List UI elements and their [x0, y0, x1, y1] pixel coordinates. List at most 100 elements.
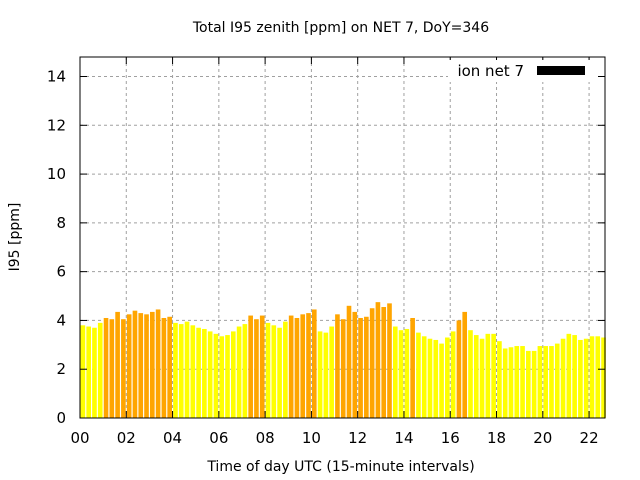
bar — [161, 317, 167, 418]
bar — [300, 314, 306, 418]
x-tick-label: 22 — [580, 429, 599, 447]
x-tick-label: 14 — [394, 429, 413, 447]
y-ticks: 0 2 4 6 8 10 12 14 — [47, 68, 605, 427]
bar — [439, 343, 444, 418]
bar — [254, 319, 259, 418]
bar — [578, 339, 583, 418]
bar — [387, 303, 392, 418]
bar — [288, 315, 294, 418]
bar — [103, 317, 109, 418]
x-tick-label: 20 — [533, 429, 552, 447]
bar — [184, 321, 190, 418]
bar — [150, 311, 155, 418]
bar — [583, 338, 589, 418]
y-tick-label: 14 — [47, 68, 66, 86]
bar — [86, 326, 91, 418]
bar — [236, 326, 242, 418]
bar — [335, 314, 340, 418]
y-tick-label: 4 — [56, 311, 66, 329]
bar — [97, 322, 103, 418]
x-tick-label: 00 — [70, 429, 89, 447]
bar — [219, 336, 225, 418]
bar — [311, 309, 317, 418]
bar — [421, 336, 427, 418]
x-tick-label: 16 — [441, 429, 460, 447]
bar — [202, 328, 207, 418]
bar — [132, 310, 138, 418]
bar — [375, 302, 381, 418]
bar — [80, 325, 86, 418]
bar — [514, 346, 520, 418]
bar — [207, 331, 213, 418]
bar — [526, 350, 531, 418]
y-tick-label: 6 — [56, 263, 66, 281]
bar — [306, 313, 311, 418]
bar — [543, 346, 549, 418]
bar — [520, 346, 525, 418]
bar — [323, 332, 329, 418]
bar — [456, 320, 462, 418]
x-tick-label: 08 — [256, 429, 275, 447]
bar — [109, 319, 115, 418]
bar — [213, 333, 219, 418]
y-axis-label: I95 [ppm] — [7, 203, 23, 272]
bar — [277, 327, 282, 418]
bar — [572, 335, 577, 418]
bar — [427, 338, 433, 418]
bar — [404, 328, 410, 418]
bar — [178, 324, 184, 418]
bar — [381, 307, 387, 418]
legend: ion net 7 — [448, 60, 598, 82]
x-tick-label: 02 — [117, 429, 136, 447]
bar — [317, 331, 323, 418]
bar — [369, 308, 375, 418]
bar — [283, 321, 288, 418]
y-tick-label: 2 — [56, 360, 66, 378]
bar — [144, 314, 149, 418]
bars — [80, 302, 606, 418]
bar — [196, 327, 201, 418]
y-tick-label: 0 — [56, 409, 66, 427]
bar — [416, 332, 421, 418]
bar — [225, 335, 230, 418]
bar — [167, 316, 172, 418]
plot-frame — [79, 56, 606, 419]
bar — [601, 337, 606, 418]
bar — [358, 317, 363, 418]
bar — [554, 343, 560, 418]
bar — [92, 327, 97, 418]
x-tick-label: 18 — [487, 429, 506, 447]
bar — [566, 333, 572, 418]
legend-swatch — [537, 66, 585, 75]
chart-title: Total I95 zenith [ppm] on NET 7, DoY=346 — [192, 20, 489, 36]
bar — [115, 311, 120, 418]
bar — [491, 333, 496, 418]
bar — [138, 313, 144, 418]
bar — [468, 330, 473, 418]
bar — [502, 348, 508, 418]
bar — [364, 316, 369, 418]
bar — [392, 326, 398, 418]
bar — [242, 324, 248, 418]
y-tick-label: 12 — [47, 116, 66, 134]
bar — [508, 347, 514, 418]
y-tick-label: 10 — [47, 165, 66, 183]
x-tick-label: 10 — [302, 429, 321, 447]
x-axis-label: Time of day UTC (15-minute intervals) — [206, 459, 474, 475]
x-tick-label: 04 — [163, 429, 182, 447]
bar — [473, 335, 479, 418]
bar — [462, 311, 468, 418]
bar — [589, 336, 595, 418]
bar — [450, 331, 456, 418]
bar — [537, 346, 543, 418]
bar — [549, 346, 554, 418]
legend-label: ion net 7 — [457, 62, 524, 80]
bar — [497, 341, 502, 418]
bar — [346, 305, 352, 418]
bar — [190, 325, 196, 418]
bar — [294, 317, 300, 418]
bar — [398, 330, 404, 418]
x-tick-label: 12 — [348, 429, 367, 447]
bar — [340, 319, 346, 418]
